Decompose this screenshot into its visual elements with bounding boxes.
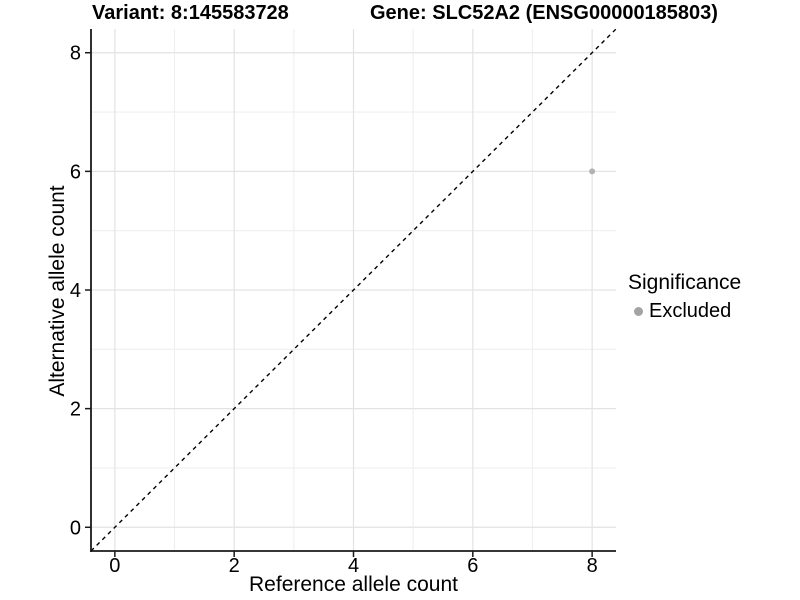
y-tick-label: 8 [70,43,81,65]
legend-item-excluded: Excluded [628,300,741,323]
legend-title: Significance [628,271,742,294]
data-point [589,168,596,175]
y-tick-label: 2 [70,399,81,421]
y-tick-label: 6 [70,161,81,183]
x-tick-label: 0 [109,555,120,577]
y-axis-title: Alternative allele count [46,185,69,397]
excluded-point-icon [634,307,643,316]
variant-title: Variant: 8:145583728 [92,2,289,24]
y-tick-label: 4 [70,280,81,302]
gene-title: Gene: SLC52A2 (ENSG00000185803) [370,2,718,24]
x-axis-title: Reference allele count [249,573,458,596]
x-tick-label: 6 [467,555,478,577]
legend-item-label: Excluded [649,300,732,322]
y-tick-label: 0 [70,517,81,539]
x-tick-label: 8 [587,555,598,577]
legend: Significance Excluded [628,271,741,323]
identity-dashed-line [90,28,617,552]
x-tick-label: 4 [348,555,359,577]
x-tick-label: 2 [229,555,240,577]
